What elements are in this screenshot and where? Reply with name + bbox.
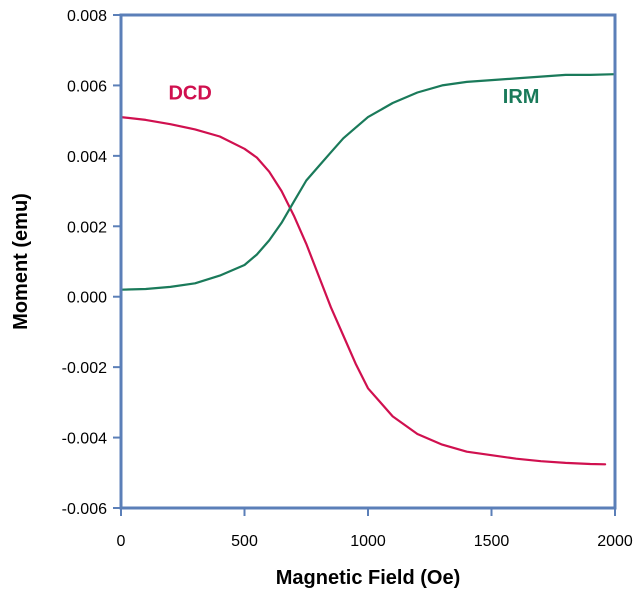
series-line-irm — [119, 73, 617, 291]
y-tick-label: 0.004 — [67, 149, 107, 166]
series-label-dcd: DCD — [168, 82, 211, 104]
y-tick-label: -0.002 — [62, 360, 107, 377]
y-tick-label: -0.006 — [62, 501, 107, 518]
y-axis-title: Moment (emu) — [10, 193, 32, 330]
series-label-irm: IRM — [503, 86, 540, 108]
x-tick-label: 500 — [231, 533, 258, 550]
y-tick-label: 0.000 — [67, 290, 107, 307]
x-axis-ticks: 0 500 1000 1500 2000 — [117, 508, 633, 550]
y-axis-ticks: -0.006 -0.004 -0.002 0.000 0.002 0.004 0.006 0.… — [62, 8, 121, 518]
y-tick-label: 0.002 — [67, 219, 107, 236]
series-line-dcd — [119, 115, 607, 466]
y-tick-label: 0.008 — [67, 8, 107, 25]
x-tick-label: 2000 — [597, 533, 633, 550]
x-tick-label: 1500 — [474, 533, 510, 550]
x-axis-title: Magnetic Field (Oe) — [276, 567, 460, 589]
series-layer: DCD IRM — [119, 73, 617, 466]
x-tick-label: 0 — [117, 533, 126, 550]
plot-frame — [119, 13, 617, 510]
y-tick-label: -0.004 — [62, 431, 107, 448]
y-tick-label: 0.006 — [67, 78, 107, 95]
x-tick-label: 1000 — [350, 533, 386, 550]
